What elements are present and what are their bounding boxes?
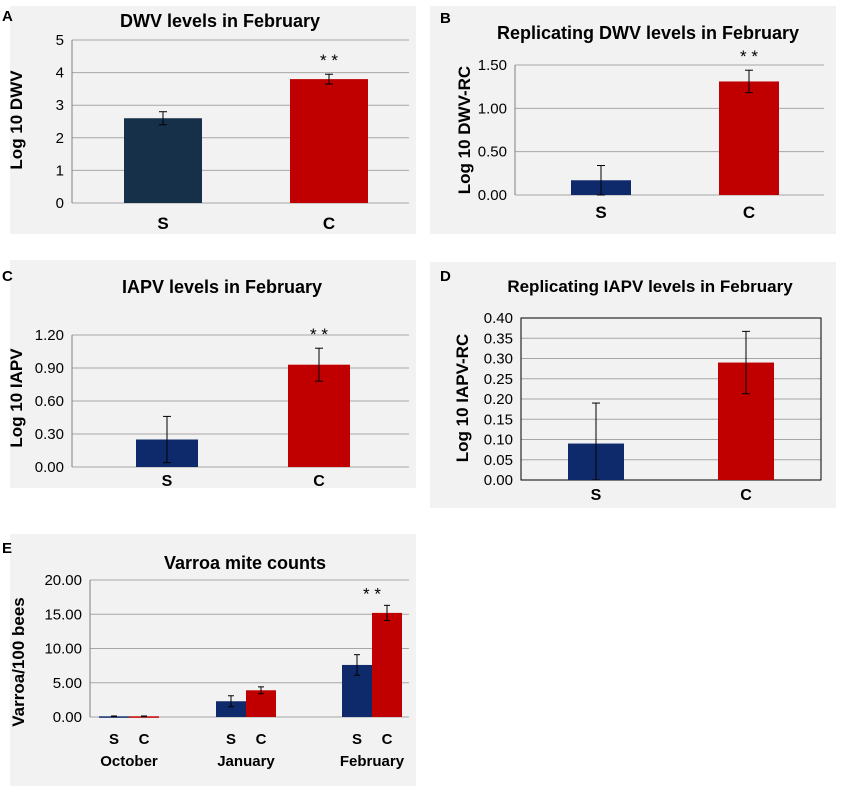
panel3-significance: * *: [310, 325, 328, 344]
panel5-group-label: February: [340, 753, 405, 770]
panel4-category-label: C: [740, 487, 752, 504]
panel3-ytick-label: 0.90: [35, 360, 64, 377]
panel4-ylabel: Log 10 IAPV-RC: [453, 334, 472, 462]
panel2-category-label: C: [743, 203, 755, 222]
panel5-ytick-label: 0.00: [53, 709, 82, 726]
panel4-ytick-label: 0.20: [484, 391, 513, 408]
panel5-subcategory-label: S: [109, 731, 119, 748]
panel5-group-label: January: [217, 753, 275, 770]
panel3-ytick-label: 0.30: [35, 426, 64, 443]
panel5-subcategory-label: C: [139, 731, 150, 748]
panel4-title: Replicating IAPV levels in February: [507, 277, 793, 296]
panel4-plot-frame: [520, 317, 822, 481]
panel2-title: Replicating DWV levels in February: [497, 23, 799, 43]
panel5-bar-january-c: [246, 690, 276, 717]
panel1-ylabel: Log 10 DWV: [7, 70, 26, 170]
panel3-ylabel: Log 10 IAPV: [7, 348, 26, 448]
panel5-subcategory-label: S: [226, 731, 236, 748]
panel4-ytick-label: 0.00: [484, 472, 513, 489]
panel4-ytick-label: 0.30: [484, 351, 513, 368]
panel3-category-label: C: [313, 473, 325, 490]
panel2-bar-c: [719, 81, 779, 195]
panel4-ytick-label: 0.10: [484, 432, 513, 449]
panel1-bar-c: [290, 79, 368, 203]
panel3-ytick-label: 0.00: [35, 459, 64, 476]
panel1-title: DWV levels in February: [120, 11, 320, 31]
panel3-title: IAPV levels in February: [122, 277, 322, 297]
panel-c-label: C: [2, 268, 13, 285]
panel2-ytick-label: 1.00: [478, 100, 507, 117]
panel4-ytick-label: 0.15: [484, 411, 513, 428]
panel5-group-label: October: [100, 753, 158, 770]
panel5-ytick-label: 10.00: [44, 641, 82, 658]
panel5-significance: * *: [363, 584, 381, 603]
panel1-category-label: C: [323, 214, 335, 233]
panel2-ytick-label: 0.50: [478, 144, 507, 161]
panel3-ytick-label: 1.20: [35, 327, 64, 344]
panel1-category-label: S: [157, 214, 168, 233]
panel3-bar-c: [288, 364, 350, 467]
panel-a-label: A: [2, 8, 13, 25]
panel5-bar-february-c: [372, 612, 402, 717]
panel1-ytick-label: 3: [56, 97, 64, 114]
panel2-ytick-label: 0.00: [478, 187, 507, 204]
panel3-category-label: S: [162, 473, 173, 490]
panel4-ytick-label: 0.05: [484, 452, 513, 469]
panel2-significance: * *: [740, 47, 758, 66]
panel4-category-label: S: [591, 487, 602, 504]
panel5-bar-january-s: [216, 701, 246, 717]
panel-d-label: D: [440, 268, 451, 285]
panel3-ytick-label: 0.60: [35, 393, 64, 410]
panel4-ytick-label: 0.40: [484, 310, 513, 327]
panel5-subcategory-label: C: [256, 731, 267, 748]
panel5-ylabel: Varroa/100 bees: [9, 597, 28, 726]
panel1-ytick-label: 0: [56, 195, 64, 212]
panel4-ytick-label: 0.25: [484, 371, 513, 388]
panel1-ytick-label: 5: [56, 32, 64, 49]
panel1-ytick-label: 4: [56, 65, 64, 82]
panel1-ytick-label: 2: [56, 130, 64, 147]
panel1-ytick-label: 1: [56, 162, 64, 179]
panel-e-label: E: [2, 540, 13, 557]
panel5-subcategory-label: C: [382, 731, 393, 748]
panel5-title: Varroa mite counts: [164, 553, 326, 573]
panel2-ytick-label: 1.50: [478, 57, 507, 74]
panel5-subcategory-label: S: [352, 731, 362, 748]
panel-e: [10, 534, 416, 786]
panel1-bar-s: [124, 118, 202, 203]
panel-b-label: B: [440, 10, 451, 27]
panel5-ytick-label: 20.00: [44, 572, 82, 589]
panel4-ytick-label: 0.35: [484, 330, 513, 347]
panel5-ytick-label: 5.00: [53, 675, 82, 692]
panel5-ytick-label: 15.00: [44, 606, 82, 623]
panel1-significance: * *: [320, 51, 338, 70]
panel2-category-label: S: [595, 203, 606, 222]
panel2-ylabel: Log 10 DWV-RC: [455, 66, 474, 194]
